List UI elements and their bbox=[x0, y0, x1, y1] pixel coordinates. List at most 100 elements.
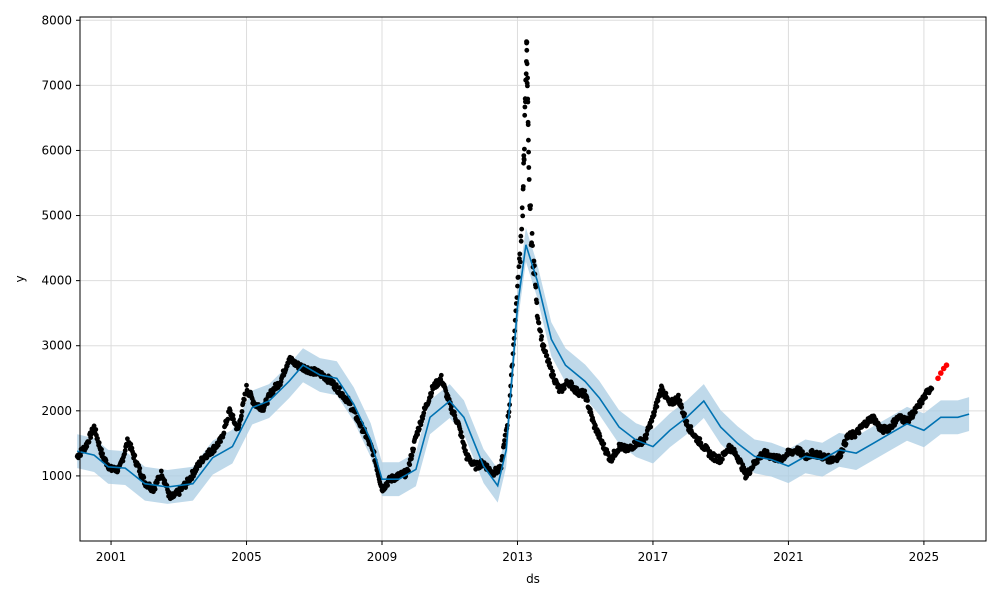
observed-point bbox=[528, 203, 533, 209]
observed-point bbox=[543, 349, 549, 354]
observed-point bbox=[518, 233, 524, 239]
observed-point bbox=[416, 426, 422, 432]
observed-point bbox=[838, 453, 844, 459]
forecast-line bbox=[77, 244, 970, 488]
observed-point bbox=[141, 475, 147, 480]
observed-point bbox=[517, 251, 523, 257]
observed-point bbox=[582, 388, 588, 394]
observed-point bbox=[720, 456, 725, 462]
observed-point bbox=[643, 436, 649, 441]
observed-point bbox=[100, 451, 105, 456]
observed-point bbox=[601, 441, 607, 447]
observed-point bbox=[522, 146, 527, 152]
observed-point bbox=[526, 177, 532, 182]
observed-point bbox=[535, 316, 541, 321]
observed-point bbox=[519, 226, 525, 232]
observed-point bbox=[682, 411, 687, 417]
x-tick-label: 2013 bbox=[502, 550, 533, 564]
observed-point bbox=[411, 446, 416, 452]
x-tick-label: 2017 bbox=[638, 550, 669, 564]
observed-point bbox=[518, 238, 524, 244]
observed-point bbox=[688, 424, 694, 429]
observed-point bbox=[348, 401, 353, 407]
observed-point bbox=[524, 47, 530, 53]
observed-point bbox=[534, 300, 540, 306]
observed-point bbox=[103, 458, 109, 463]
observed-point bbox=[86, 439, 92, 445]
observed-point bbox=[230, 412, 236, 418]
observed-point bbox=[913, 409, 918, 415]
observed-point bbox=[91, 423, 97, 429]
observed-point bbox=[421, 410, 427, 416]
x-tick-label: 2021 bbox=[773, 550, 804, 564]
observed-point bbox=[459, 434, 465, 440]
observed-point bbox=[502, 438, 507, 443]
observed-point bbox=[516, 264, 522, 270]
observed-point bbox=[516, 274, 521, 280]
observed-point bbox=[96, 440, 102, 446]
observed-point bbox=[800, 449, 805, 454]
observed-point bbox=[654, 404, 660, 409]
highlighted-points bbox=[935, 362, 950, 382]
observed-point bbox=[923, 395, 928, 400]
observed-point bbox=[526, 165, 532, 170]
observed-point bbox=[536, 320, 542, 326]
observed-point bbox=[128, 441, 134, 447]
x-tick-label: 2001 bbox=[96, 550, 127, 564]
grid-lines bbox=[80, 17, 986, 541]
observed-point bbox=[409, 453, 415, 458]
observed-point bbox=[597, 433, 603, 439]
observed-point bbox=[125, 436, 130, 442]
observed-point bbox=[523, 71, 529, 77]
observed-point bbox=[225, 416, 231, 422]
observed-point bbox=[574, 385, 580, 391]
observed-point bbox=[541, 343, 547, 349]
y-tick-label: 2000 bbox=[41, 404, 72, 418]
observed-point bbox=[917, 404, 923, 409]
x-axis-ticks: 2001 2005 2009 2013 2017 2021 2025 bbox=[96, 541, 939, 564]
y-tick-label: 6000 bbox=[41, 143, 72, 157]
observed-point bbox=[88, 435, 94, 440]
observed-point bbox=[529, 231, 535, 236]
observed-point bbox=[137, 465, 143, 471]
observed-point bbox=[856, 430, 862, 436]
observed-point bbox=[526, 137, 531, 143]
observed-point bbox=[241, 397, 247, 403]
observed-point bbox=[132, 453, 138, 458]
observed-point bbox=[458, 429, 464, 435]
observed-point bbox=[843, 441, 849, 447]
observed-point bbox=[152, 486, 158, 492]
x-tick-label: 2005 bbox=[231, 550, 262, 564]
observed-point bbox=[462, 442, 467, 448]
uncertainty-band bbox=[77, 227, 970, 504]
highlighted-point bbox=[938, 370, 944, 376]
observed-point bbox=[525, 122, 531, 128]
y-tick-label: 5000 bbox=[41, 209, 72, 223]
observed-point bbox=[649, 418, 655, 424]
observed-point bbox=[544, 353, 550, 358]
observed-point bbox=[585, 398, 590, 403]
observed-point bbox=[122, 448, 128, 453]
observed-point bbox=[521, 157, 527, 163]
highlighted-point bbox=[935, 375, 941, 382]
observed-point bbox=[547, 360, 553, 366]
y-tick-label: 8000 bbox=[41, 13, 72, 27]
observed-point bbox=[517, 259, 523, 265]
observed-point bbox=[524, 39, 530, 45]
observed-point bbox=[551, 372, 556, 378]
observed-point bbox=[525, 99, 531, 105]
observed-point bbox=[337, 385, 343, 391]
observed-point bbox=[676, 392, 681, 398]
observed-point bbox=[158, 468, 164, 474]
highlighted-point bbox=[943, 362, 950, 369]
y-axis-ticks: 1000 2000 3000 4000 5000 6000 7000 8000 bbox=[41, 13, 80, 483]
observed-point bbox=[531, 258, 537, 264]
x-tick-label: 2025 bbox=[909, 550, 940, 564]
observed-point bbox=[244, 382, 249, 388]
observed-point bbox=[154, 480, 160, 485]
observed-point bbox=[99, 447, 104, 452]
x-tick-label: 2009 bbox=[367, 550, 398, 564]
y-tick-label: 1000 bbox=[41, 469, 72, 483]
